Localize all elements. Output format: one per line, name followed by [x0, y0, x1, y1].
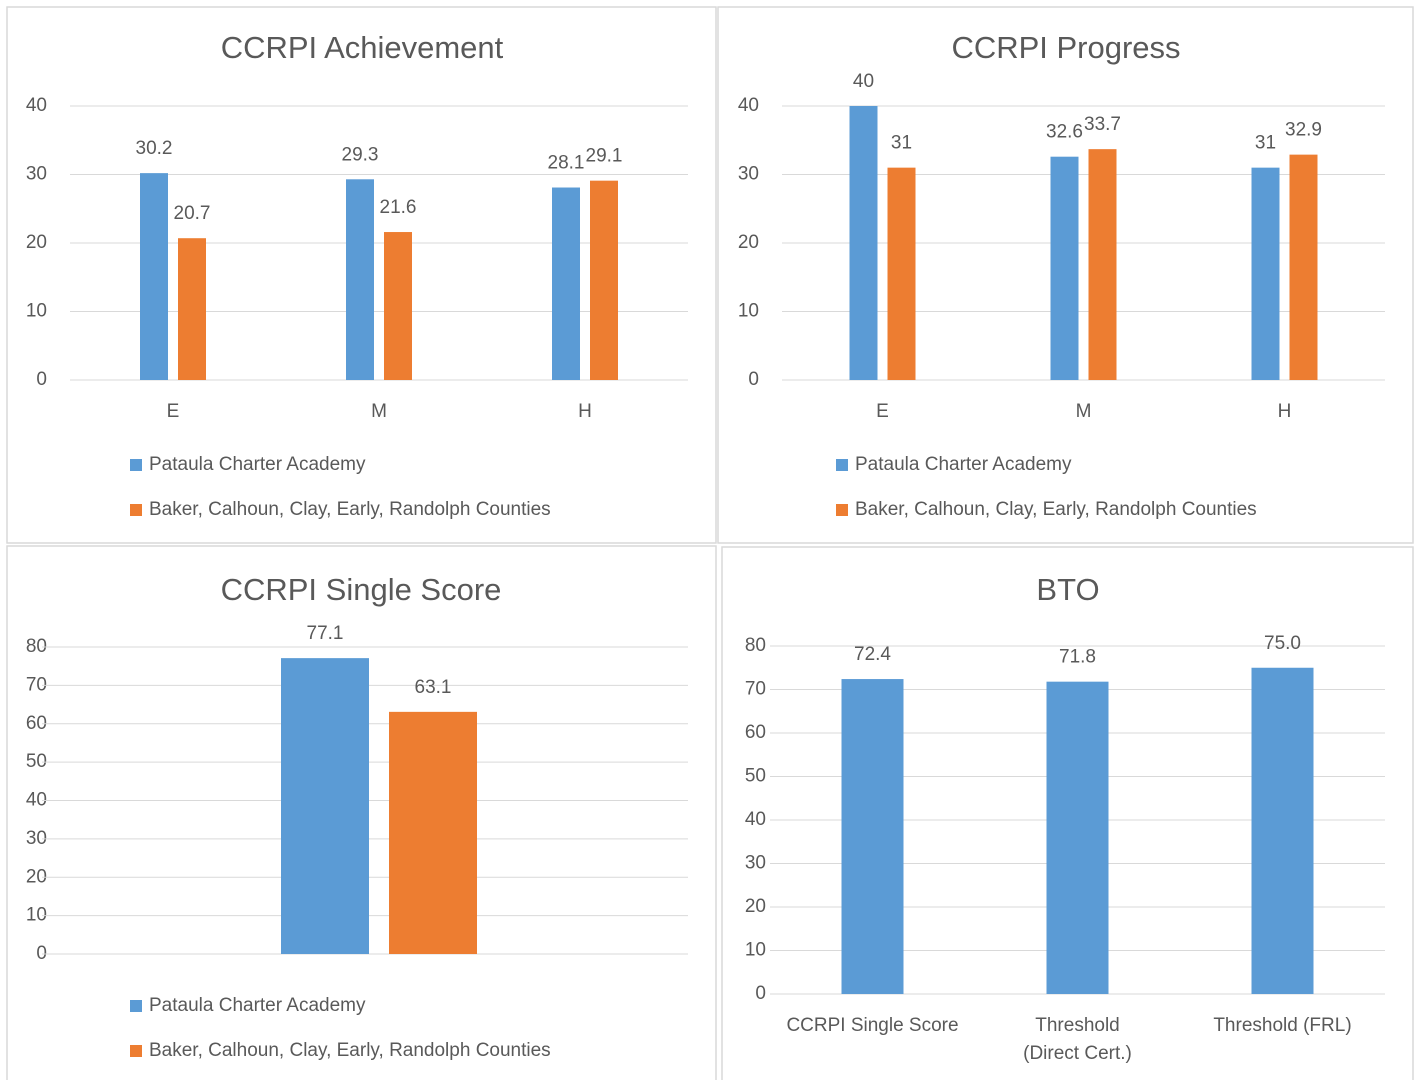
legend-label: Baker, Calhoun, Clay, Early, Randolph Co… [149, 1040, 551, 1061]
x-tick-label: E [876, 401, 889, 422]
data-label: 75.0 [1264, 633, 1301, 654]
bar [887, 167, 916, 380]
bar [1251, 167, 1280, 380]
bar [389, 711, 477, 954]
y-tick-label: 70 [26, 674, 47, 695]
bar [140, 173, 168, 380]
y-tick-label: 30 [738, 164, 759, 185]
legend-swatch [130, 1045, 142, 1057]
data-label: 29.3 [342, 144, 379, 165]
y-tick-label: 30 [26, 164, 47, 185]
y-tick-label: 40 [738, 95, 759, 116]
data-label: 31 [891, 133, 912, 154]
legend-swatch [130, 504, 142, 516]
x-tick-label: E [167, 401, 180, 422]
data-label: 71.8 [1059, 647, 1096, 668]
x-tick-label: CCRPI Single Score [786, 1015, 958, 1036]
legend-label: Baker, Calhoun, Clay, Early, Randolph Co… [855, 499, 1257, 520]
data-label: 77.1 [307, 623, 344, 644]
bar [590, 180, 618, 380]
y-tick-label: 30 [745, 853, 766, 874]
x-tick-label: Threshold (Direct Cert.) [1023, 1015, 1132, 1064]
y-tick-label: 20 [745, 896, 766, 917]
legend-label: Pataula Charter Academy [149, 454, 366, 475]
y-tick-label: 50 [745, 766, 766, 787]
legend-swatch [130, 1000, 142, 1012]
y-tick-label: 60 [26, 713, 47, 734]
y-tick-label: 0 [755, 983, 766, 1004]
y-tick-label: 80 [745, 635, 766, 656]
y-tick-label: 10 [745, 940, 766, 961]
legend-label: Pataula Charter Academy [149, 995, 366, 1016]
legend-swatch [836, 459, 848, 471]
y-tick-label: 40 [26, 95, 47, 116]
legend-swatch [836, 504, 848, 516]
bar [1251, 667, 1314, 994]
bar [552, 187, 580, 380]
data-label: 72.4 [854, 644, 891, 665]
bar [346, 179, 374, 380]
y-tick-label: 40 [745, 809, 766, 830]
chart-title: CCRPI Progress [951, 30, 1180, 65]
y-tick-label: 80 [26, 636, 47, 657]
y-tick-label: 10 [738, 301, 759, 322]
bar [1088, 149, 1117, 380]
x-tick-label: M [1076, 401, 1092, 422]
data-label: 29.1 [586, 146, 623, 167]
x-tick-label: M [371, 401, 387, 422]
y-tick-label: 10 [26, 905, 47, 926]
data-label: 31 [1255, 133, 1276, 154]
data-label: 21.6 [380, 197, 417, 218]
data-label: 63.1 [415, 677, 452, 698]
y-tick-label: 60 [745, 722, 766, 743]
data-label: 30.2 [136, 138, 173, 159]
y-tick-label: 20 [738, 232, 759, 253]
chart-title: BTO [1036, 572, 1099, 607]
bar [849, 106, 878, 380]
data-label: 20.7 [174, 203, 211, 224]
legend-swatch [130, 459, 142, 471]
data-label: 28.1 [548, 153, 585, 174]
bar [178, 238, 206, 380]
bar [1046, 681, 1109, 994]
y-tick-label: 40 [26, 790, 47, 811]
bar [384, 232, 412, 380]
y-tick-label: 0 [36, 369, 47, 390]
data-label: 40 [853, 71, 874, 92]
y-tick-label: 10 [26, 301, 47, 322]
legend-label: Pataula Charter Academy [855, 454, 1072, 475]
y-tick-label: 20 [26, 232, 47, 253]
chart-title: CCRPI Single Score [221, 572, 502, 607]
data-label: 32.6 [1046, 122, 1083, 143]
y-tick-label: 30 [26, 828, 47, 849]
y-tick-label: 50 [26, 751, 47, 772]
legend-label: Baker, Calhoun, Clay, Early, Randolph Co… [149, 499, 551, 520]
y-tick-label: 70 [745, 679, 766, 700]
x-tick-label: H [1278, 401, 1292, 422]
bar [841, 679, 904, 994]
x-tick-label: H [578, 401, 592, 422]
bar [281, 658, 369, 954]
x-tick-label: Threshold (FRL) [1213, 1015, 1351, 1036]
data-label: 33.7 [1084, 114, 1121, 135]
y-tick-label: 20 [26, 866, 47, 887]
y-tick-label: 0 [748, 369, 759, 390]
data-label: 32.9 [1285, 120, 1322, 141]
bar [1289, 154, 1318, 380]
bar [1050, 156, 1079, 380]
y-tick-label: 0 [36, 943, 47, 964]
chart-title: CCRPI Achievement [221, 30, 504, 65]
